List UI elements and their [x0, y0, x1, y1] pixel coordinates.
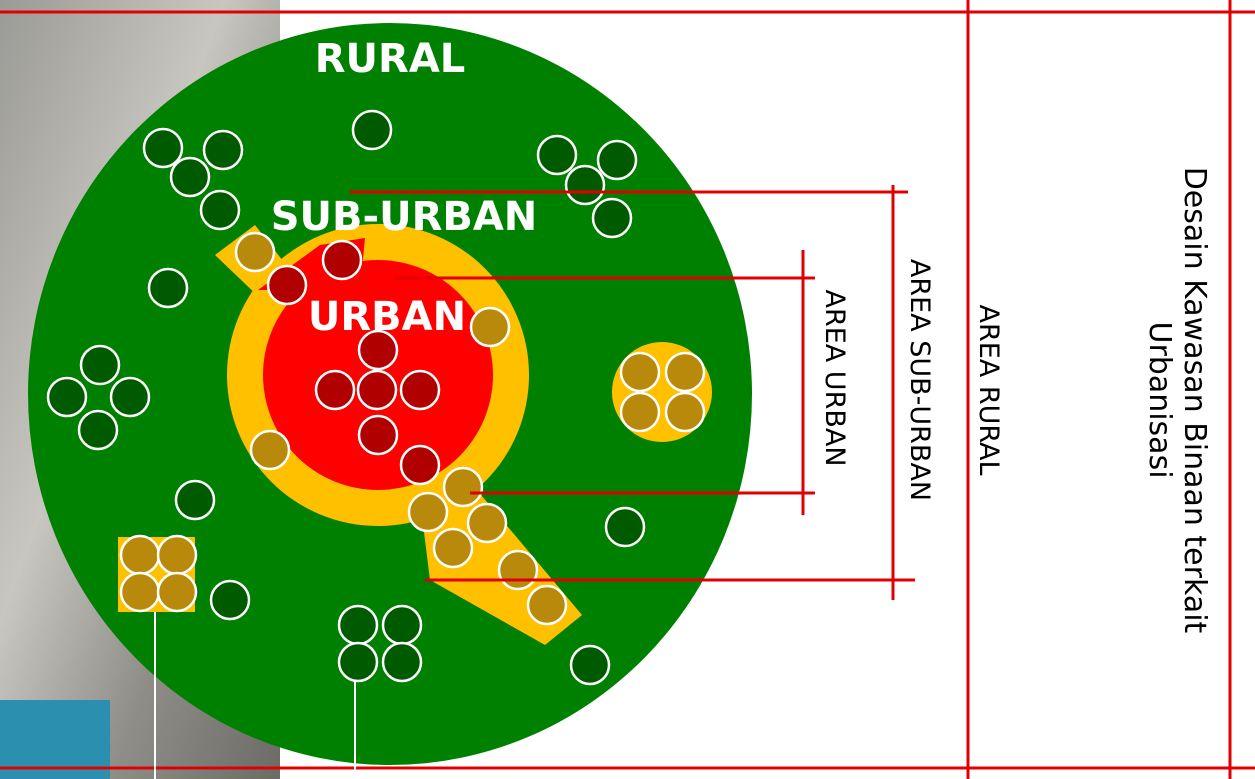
- settlement-dot: [383, 643, 421, 681]
- settlement-dot: [666, 393, 704, 431]
- settlement-dot: [339, 606, 377, 644]
- area-urban: AREA URBAN: [819, 289, 850, 466]
- settlement-dot: [201, 191, 239, 229]
- settlement-dot: [359, 416, 397, 454]
- settlement-dot: [176, 481, 214, 519]
- settlement-dot: [434, 529, 472, 567]
- urban-label: URBAN: [308, 294, 466, 340]
- settlement-dot: [149, 269, 187, 307]
- settlement-dot: [316, 371, 354, 409]
- settlement-dot: [409, 493, 447, 531]
- settlement-dot: [204, 131, 242, 169]
- settlement-dot: [158, 536, 196, 574]
- settlement-dot: [571, 646, 609, 684]
- settlement-dot: [79, 411, 117, 449]
- title-line-1: Desain Kawasan Binaan terkait: [1177, 167, 1212, 634]
- settlement-dot: [538, 136, 576, 174]
- settlement-dot: [353, 111, 391, 149]
- settlement-dot: [566, 166, 604, 204]
- settlement-dot: [323, 241, 361, 279]
- settlement-dot: [268, 266, 306, 304]
- settlement-dot: [339, 643, 377, 681]
- settlement-dot: [111, 378, 149, 416]
- slide: RURAL SUB-URBAN URBAN AREA URBAN AREA SU…: [0, 0, 1255, 779]
- settlement-dot: [211, 581, 249, 619]
- settlement-dot: [598, 141, 636, 179]
- settlement-dot: [593, 199, 631, 237]
- settlement-dot: [251, 431, 289, 469]
- settlement-dot: [606, 508, 644, 546]
- settlement-dot: [171, 158, 209, 196]
- settlement-dot: [621, 353, 659, 391]
- settlement-dot: [121, 536, 159, 574]
- settlement-dot: [444, 468, 482, 506]
- settlement-dot: [383, 606, 421, 644]
- settlement-dot: [471, 308, 509, 346]
- settlement-dot: [158, 573, 196, 611]
- settlement-dot: [48, 378, 86, 416]
- settlement-dot: [401, 446, 439, 484]
- settlement-dot: [528, 586, 566, 624]
- settlement-dot: [401, 371, 439, 409]
- settlement-dot: [621, 393, 659, 431]
- title-line-2: Urbanisasi: [1142, 321, 1177, 478]
- settlement-dot: [358, 371, 396, 409]
- settlement-dot: [236, 233, 274, 271]
- area-sub-urban: AREA SUB-URBAN: [904, 259, 935, 501]
- settlement-dot: [499, 551, 537, 589]
- settlement-dot: [121, 573, 159, 611]
- settlement-dot: [666, 353, 704, 391]
- settlement-dot: [468, 504, 506, 542]
- rural-label: RURAL: [315, 36, 466, 82]
- sub-urban-label: SUB-URBAN: [271, 194, 538, 240]
- area-rural: AREA RURAL: [973, 304, 1004, 475]
- settlement-dot: [81, 346, 119, 384]
- settlement-dot: [144, 129, 182, 167]
